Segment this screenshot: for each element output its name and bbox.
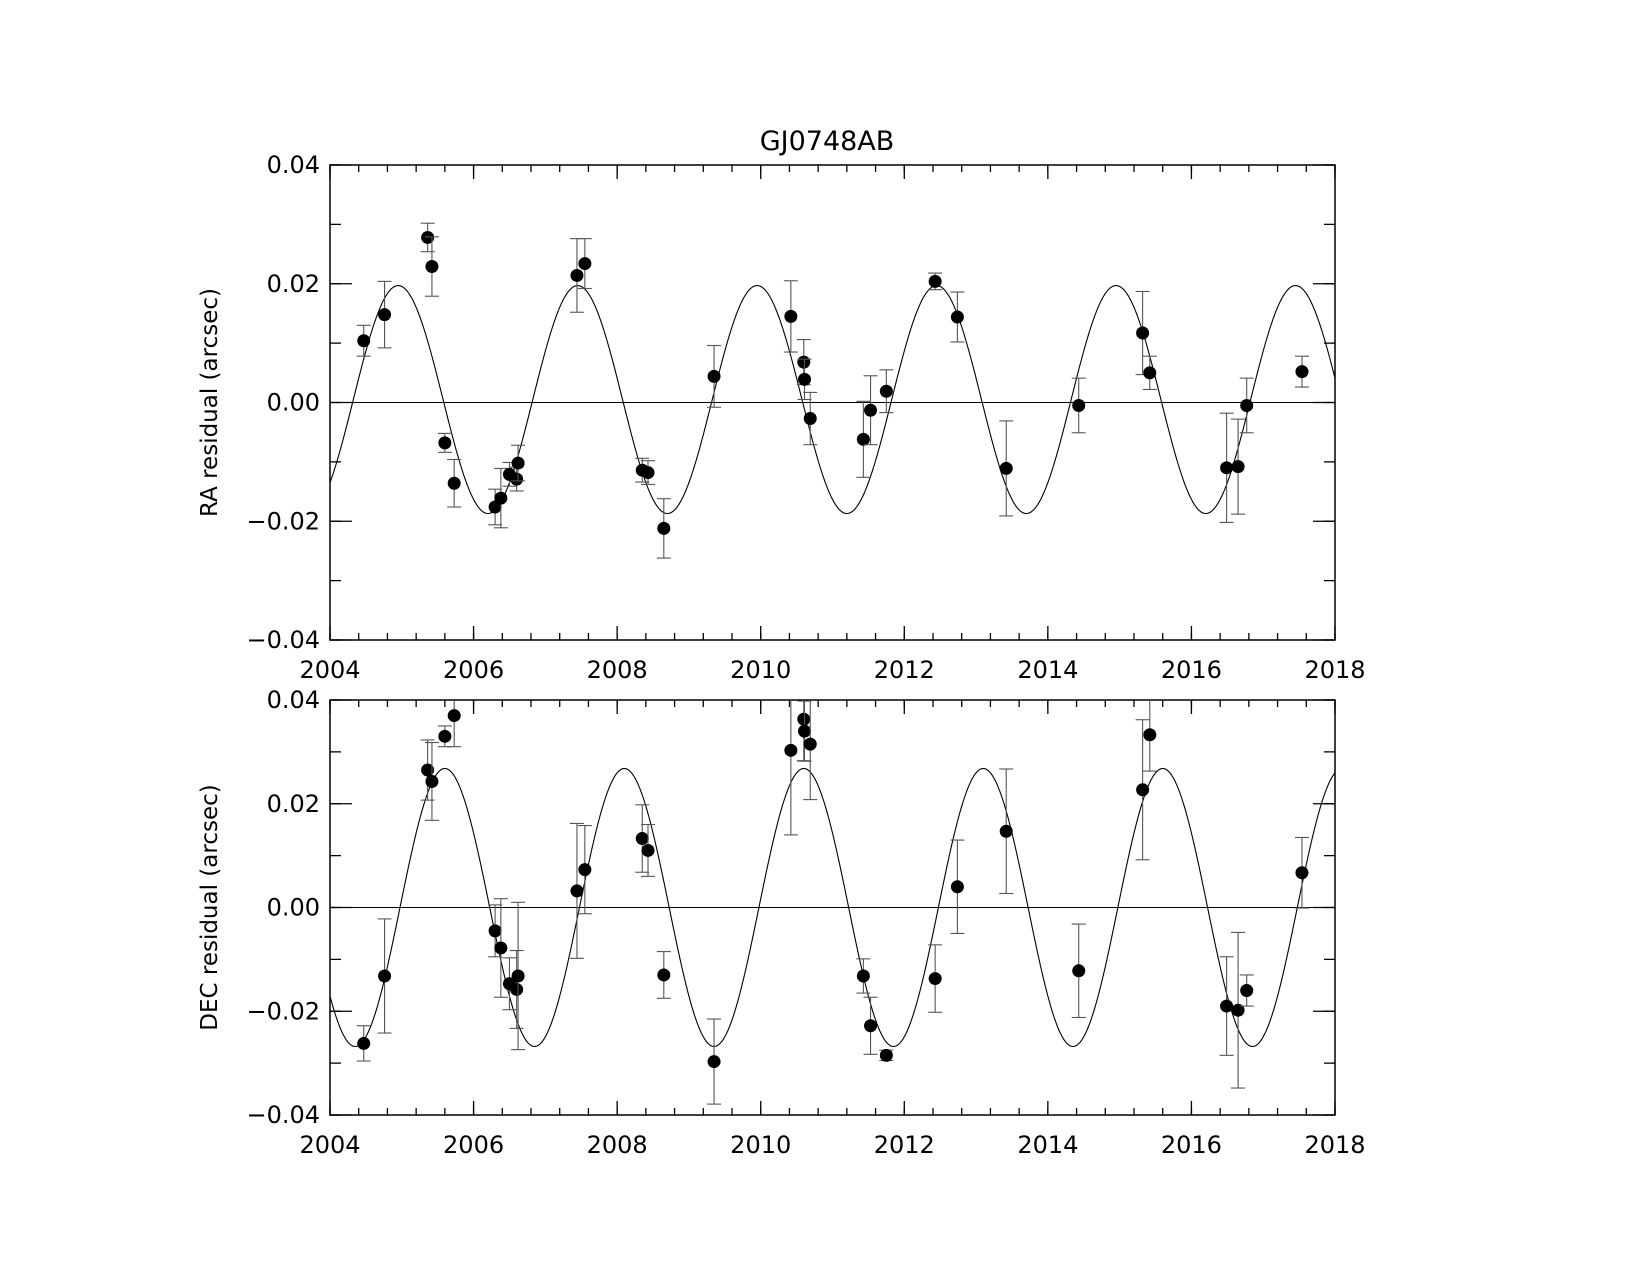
y-axis-title: RA residual (arcsec)	[197, 288, 223, 517]
data-point	[488, 924, 502, 938]
data-point	[856, 969, 870, 983]
y-tick-label: 0.04	[267, 151, 320, 179]
y-axis-title: DEC residual (arcsec)	[197, 784, 223, 1030]
data-point	[357, 334, 371, 348]
data-point	[798, 724, 812, 738]
data-point	[1072, 964, 1086, 978]
data-point	[999, 824, 1013, 838]
data-point	[578, 257, 592, 271]
y-tick-label: 0.02	[267, 790, 320, 818]
data-point	[928, 274, 942, 288]
x-tick-label: 2016	[1161, 1131, 1222, 1159]
x-tick-label: 2008	[587, 656, 648, 684]
data-point	[494, 941, 508, 955]
y-tick-label: −0.04	[246, 626, 320, 654]
x-tick-label: 2018	[1304, 1131, 1365, 1159]
x-tick-label: 2012	[874, 656, 935, 684]
data-point	[856, 432, 870, 446]
y-tick-label: 0.02	[267, 270, 320, 298]
data-point	[950, 880, 964, 894]
y-tick-label: −0.02	[246, 997, 320, 1025]
data-point	[641, 466, 655, 480]
x-tick-label: 2014	[1017, 1131, 1078, 1159]
data-point	[511, 456, 525, 470]
data-point	[1240, 398, 1254, 412]
data-point	[784, 309, 798, 323]
data-point	[425, 774, 439, 788]
data-point	[1136, 783, 1150, 797]
x-tick-label: 2012	[874, 1131, 935, 1159]
data-point	[797, 355, 811, 369]
y-tick-label: 0.00	[267, 389, 320, 417]
data-point	[950, 310, 964, 324]
data-point	[879, 1048, 893, 1062]
x-tick-label: 2016	[1161, 656, 1222, 684]
data-point	[999, 461, 1013, 475]
data-point	[438, 436, 452, 450]
chart-title: GJ0748AB	[760, 126, 895, 157]
data-point	[357, 1036, 371, 1050]
x-tick-label: 2008	[587, 1131, 648, 1159]
panel-ra-residual: 2004 2006 2008 2010 2012 2014 2016 2018 −0.04 −0.…	[197, 151, 1366, 684]
data-point	[510, 472, 524, 486]
data-point	[438, 729, 452, 743]
data-point	[798, 372, 812, 386]
x-tick-label: 2004	[299, 1131, 360, 1159]
data-point	[578, 863, 592, 877]
data-point	[641, 843, 655, 857]
data-point	[635, 832, 649, 846]
data-point	[378, 969, 392, 983]
data-point	[1143, 728, 1157, 742]
data-point	[421, 230, 435, 244]
x-tick-label: 2006	[443, 656, 504, 684]
data-point	[570, 268, 584, 282]
data-point	[1240, 984, 1254, 997]
data-point	[657, 968, 671, 982]
data-point	[1143, 366, 1157, 380]
data-point	[378, 308, 392, 322]
data-point	[447, 476, 461, 490]
data-point	[1295, 365, 1309, 379]
data-point	[1231, 460, 1245, 474]
data-point	[707, 1055, 721, 1069]
data-point	[928, 972, 942, 986]
data-point	[447, 709, 461, 723]
x-tick-label: 2006	[443, 1131, 504, 1159]
y-tick-label: −0.04	[246, 1101, 320, 1129]
data-point	[1136, 326, 1150, 340]
data-point	[707, 369, 721, 383]
x-tick-label: 2010	[730, 1131, 791, 1159]
data-point	[864, 1019, 878, 1033]
x-tick-label: 2004	[299, 656, 360, 684]
data-point	[784, 743, 798, 757]
data-point	[803, 412, 817, 426]
data-point	[511, 969, 525, 983]
y-tick-label: −0.02	[246, 507, 320, 535]
y-tick-label: 0.04	[267, 686, 320, 714]
x-tick-label: 2014	[1017, 656, 1078, 684]
model-curve	[330, 285, 1335, 515]
data-point	[494, 491, 508, 505]
x-tick-label: 2018	[1304, 656, 1365, 684]
data-point	[1231, 1003, 1245, 1017]
data-point	[421, 763, 435, 777]
data-point	[1220, 999, 1234, 1013]
data-point	[657, 521, 671, 535]
data-point	[879, 384, 893, 398]
data-point	[803, 737, 817, 751]
data-point	[570, 884, 584, 898]
x-tick-label: 2010	[730, 656, 791, 684]
panel-dec-residual: 2004 2006 2008 2010 2012 2014 2016 2018 −0.04 −0.…	[197, 686, 1366, 1159]
data-point	[864, 403, 878, 417]
data-point	[797, 712, 811, 726]
data-point	[510, 982, 524, 996]
data-point	[1072, 398, 1086, 412]
y-tick-label: 0.00	[267, 894, 320, 922]
data-point	[425, 260, 439, 274]
data-point	[1220, 461, 1234, 475]
data-point	[1295, 866, 1309, 880]
